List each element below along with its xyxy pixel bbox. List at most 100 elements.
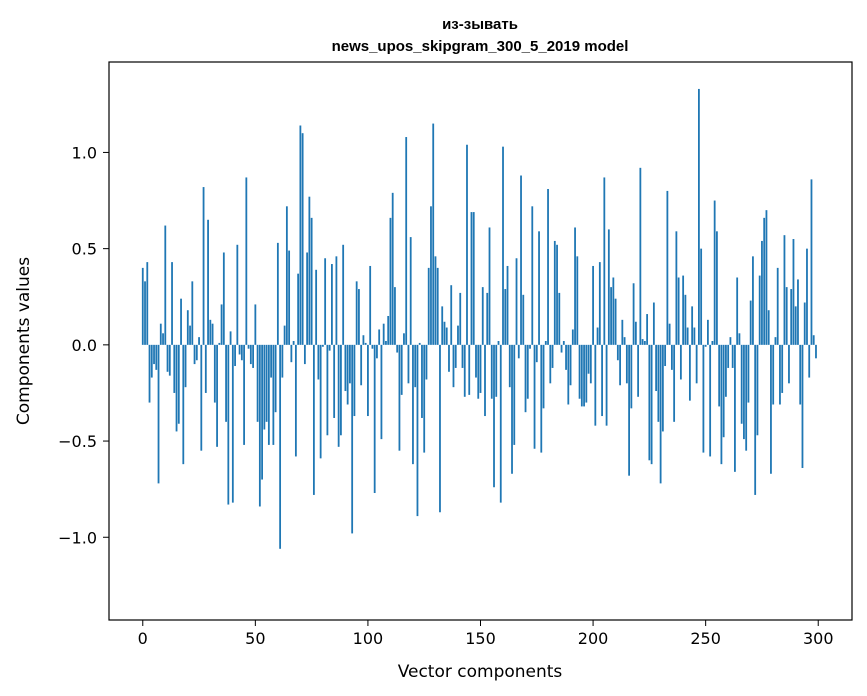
- bar-165: [513, 344, 516, 445]
- bar-196: [583, 344, 585, 407]
- bar-278: [767, 310, 770, 345]
- bar-240: [682, 275, 685, 345]
- bar-12: [168, 344, 171, 376]
- bar-9: [162, 333, 164, 345]
- bar-211: [616, 344, 619, 361]
- bar-245: [693, 327, 696, 345]
- bar-244: [691, 306, 694, 345]
- bar-147: [472, 212, 475, 345]
- bar-260: [727, 344, 730, 368]
- bar-233: [666, 190, 669, 345]
- bar-8: [159, 323, 162, 345]
- bar-7: [157, 344, 160, 484]
- bar-105: [378, 329, 381, 345]
- y-tick-label: 1.0: [72, 143, 97, 162]
- bar-295: [806, 248, 808, 345]
- bar-44: [240, 344, 243, 361]
- bar-150: [479, 344, 482, 393]
- bar-146: [470, 212, 473, 345]
- bar-127: [427, 267, 430, 345]
- bar-208: [610, 287, 612, 345]
- bar-184: [556, 244, 558, 345]
- bar-243: [688, 344, 691, 401]
- bar-48: [249, 344, 252, 365]
- bar-103: [373, 344, 376, 494]
- bar-113: [396, 344, 399, 353]
- bar-93: [351, 344, 354, 534]
- bar-13: [171, 262, 173, 345]
- bar-129: [432, 123, 435, 345]
- bar-223: [643, 341, 646, 345]
- bar-242: [686, 327, 689, 345]
- bar-189: [567, 344, 570, 405]
- bar-265: [738, 333, 741, 345]
- bar-97: [360, 344, 363, 386]
- bar-235: [670, 344, 673, 370]
- bar-172: [529, 344, 531, 349]
- bar-160: [502, 146, 504, 345]
- bar-296: [808, 344, 811, 378]
- bar-142: [461, 344, 464, 368]
- bar-116: [403, 333, 405, 345]
- bar-61: [279, 344, 282, 549]
- bar-series: [141, 88, 817, 549]
- bar-49: [252, 344, 254, 368]
- bar-91: [346, 344, 349, 405]
- bar-264: [736, 277, 739, 345]
- bar-100: [367, 344, 369, 417]
- bar-226: [650, 344, 653, 465]
- bar-109: [387, 315, 390, 345]
- bar-117: [405, 137, 408, 345]
- bar-66: [290, 344, 293, 363]
- bar-65: [288, 250, 291, 345]
- bar-68: [294, 344, 297, 457]
- bar-230: [659, 344, 662, 484]
- bar-107: [382, 323, 385, 345]
- bar-11: [166, 344, 169, 372]
- bar-120: [412, 344, 414, 465]
- bar-130: [434, 256, 437, 345]
- bar-30: [209, 319, 212, 345]
- x-tick-label: 250: [690, 629, 721, 648]
- bar-170: [524, 344, 527, 413]
- bar-197: [585, 344, 588, 403]
- bar-217: [630, 344, 633, 409]
- bar-207: [607, 229, 610, 345]
- bar-89: [342, 244, 345, 345]
- bar-154: [488, 227, 491, 345]
- bar-283: [779, 344, 781, 405]
- bar-219: [634, 321, 637, 345]
- x-axis-label: Vector components: [398, 662, 563, 682]
- bar-76: [312, 344, 315, 495]
- bar-45: [243, 344, 245, 445]
- bar-155: [490, 344, 493, 399]
- bar-23: [193, 344, 196, 365]
- bar-291: [797, 279, 799, 345]
- bar-101: [369, 265, 372, 345]
- bar-273: [756, 344, 759, 436]
- bar-280: [772, 344, 775, 405]
- bar-236: [673, 344, 676, 422]
- bar-1: [144, 281, 146, 345]
- bar-148: [475, 344, 477, 378]
- bar-43: [238, 344, 241, 355]
- bar-271: [752, 256, 754, 345]
- bar-232: [664, 344, 667, 367]
- bar-71: [301, 133, 304, 345]
- bar-88: [340, 344, 342, 436]
- bar-179: [544, 341, 547, 345]
- bar-134: [443, 321, 446, 345]
- bar-255: [716, 231, 718, 345]
- x-tick-label: 100: [353, 629, 384, 648]
- bar-96: [358, 289, 360, 345]
- bar-190: [569, 344, 572, 386]
- bar-284: [781, 344, 784, 393]
- bar-231: [661, 344, 664, 432]
- x-tick-label: 0: [138, 629, 148, 648]
- bar-153: [486, 292, 489, 345]
- bar-151: [481, 287, 484, 345]
- bar-41: [234, 344, 236, 367]
- bar-267: [743, 344, 745, 440]
- bar-270: [749, 300, 752, 345]
- bar-144: [466, 144, 468, 345]
